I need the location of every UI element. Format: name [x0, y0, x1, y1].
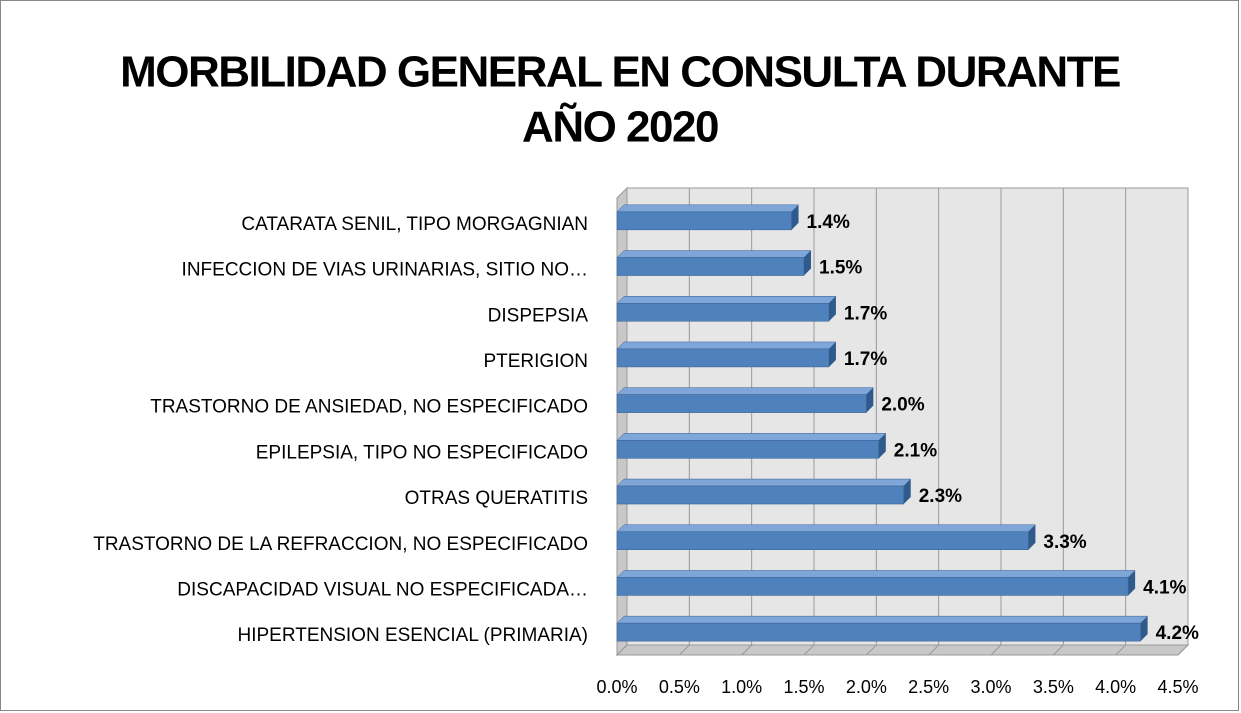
value-label: 1.4%: [807, 212, 850, 233]
x-tick-label: 3.0%: [970, 677, 1011, 697]
bar-side: [1140, 616, 1148, 642]
y-tick-label: HIPERTENSION ESENCIAL (PRIMARIA): [237, 625, 588, 646]
bar-side: [1028, 524, 1036, 550]
x-tick-label: 2.5%: [908, 677, 949, 697]
y-tick-label: DISCAPACIDAD VISUAL NO ESPECIFICADA…: [177, 579, 588, 600]
grid-line: [616, 644, 628, 656]
y-tick-label: TRASTORNO DE LA REFRACCION, NO ESPECIFIC…: [93, 534, 588, 555]
x-tick-label: 1.5%: [783, 677, 824, 697]
bar-side: [878, 433, 886, 459]
x-tick-label: 0.0%: [596, 677, 637, 697]
y-tick-label: CATARATA SENIL, TIPO MORGAGNIAN: [241, 214, 588, 235]
value-label: 4.2%: [1156, 623, 1199, 644]
bar: [616, 257, 805, 276]
x-tick-label: 3.5%: [1033, 677, 1074, 697]
y-tick-label: TRASTORNO DE ANSIEDAD, NO ESPECIFICADO: [150, 397, 588, 418]
bar: [616, 577, 1129, 596]
value-label: 2.1%: [894, 440, 937, 461]
y-tick-label: EPILEPSIA, TIPO NO ESPECIFICADO: [256, 442, 588, 463]
bar-side: [828, 341, 836, 367]
y-tick-label: OTRAS QUERATITIS: [405, 488, 588, 509]
bar-top: [616, 341, 837, 350]
bar-top: [616, 524, 1037, 532]
bar: [616, 303, 830, 322]
x-tick-label: 4.0%: [1095, 677, 1136, 697]
bar-top: [616, 204, 800, 213]
chart-title: AÑO 2020: [522, 102, 718, 152]
x-tick-label: 0.5%: [659, 677, 700, 697]
grid-line: [678, 644, 690, 656]
bar-top: [616, 433, 887, 441]
floor: [615, 644, 1190, 656]
bar-top: [616, 387, 874, 395]
bar-top: [616, 296, 837, 304]
bar-side: [804, 250, 811, 276]
bar-top: [616, 478, 912, 487]
bar-top: [616, 570, 1136, 578]
value-label: 4.1%: [1143, 577, 1186, 598]
grid-line: [928, 644, 940, 656]
bar: [616, 622, 1141, 642]
bar: [616, 440, 880, 459]
y-tick-label: INFECCION DE VIAS URINARIAS, SITIO NO…: [182, 260, 588, 281]
y-tick-label: DISPEPSIA: [488, 305, 589, 326]
value-label: 3.3%: [1043, 532, 1086, 553]
grid-line: [803, 644, 815, 656]
value-label: 2.0%: [881, 395, 924, 416]
bar-top: [616, 250, 812, 258]
bar: [616, 394, 867, 413]
bar-side: [791, 204, 799, 230]
bar-side: [828, 296, 836, 322]
grid-line: [990, 644, 1002, 656]
x-tick-label: 2.0%: [846, 677, 887, 697]
value-label: 1.7%: [844, 303, 887, 324]
grid-line: [1115, 644, 1127, 656]
bar-side: [1128, 570, 1136, 596]
x-tick-label: 4.5%: [1157, 677, 1198, 697]
value-label: 1.7%: [844, 349, 887, 370]
grid-line: [1177, 644, 1189, 656]
bar: [616, 211, 792, 231]
grid-line: [865, 644, 877, 656]
bar: [616, 485, 904, 505]
bar-side: [903, 479, 911, 505]
y-tick-label: PTERIGION: [483, 351, 588, 372]
grid-line: [1052, 644, 1064, 656]
bar-top: [616, 615, 1149, 624]
value-label: 1.5%: [819, 258, 862, 279]
chart-title: MORBILIDAD GENERAL EN CONSULTA DURANTE: [120, 48, 1120, 97]
grid-line: [741, 644, 753, 656]
bar: [616, 348, 830, 368]
value-label: 2.3%: [919, 486, 962, 507]
x-tick-label: 1.0%: [721, 677, 762, 697]
bar-side: [866, 387, 874, 413]
bar: [616, 531, 1029, 550]
